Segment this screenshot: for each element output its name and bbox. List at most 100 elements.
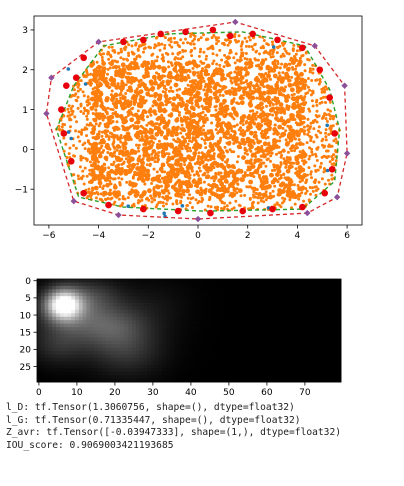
- sample-point: [215, 123, 221, 128]
- heatmap-cell: [181, 285, 186, 290]
- heatmap-cell: [200, 313, 205, 318]
- sample-point: [279, 54, 283, 58]
- sample-point: [281, 52, 285, 56]
- sample-point: [161, 152, 167, 158]
- sample-point: [237, 128, 241, 132]
- heatmap-cell: [120, 313, 125, 318]
- heatmap-cell: [276, 299, 281, 304]
- sample-point: [295, 142, 299, 146]
- heatmap-cell: [101, 316, 106, 321]
- heatmap-cell: [310, 323, 315, 328]
- sample-point: [319, 97, 323, 100]
- sample-point: [86, 95, 90, 99]
- sample-point: [106, 106, 110, 110]
- sample-point: [75, 120, 79, 124]
- sample-point: [115, 120, 119, 124]
- heatmap-cell: [223, 313, 228, 318]
- sample-point: [230, 169, 235, 175]
- heatmap-cell: [128, 282, 133, 287]
- heatmap-cell: [223, 330, 228, 335]
- sample-point: [205, 174, 211, 180]
- sample-point: [142, 172, 148, 178]
- heatmap-cell: [249, 320, 254, 325]
- heatmap-cell: [215, 289, 220, 294]
- sample-point: [241, 123, 245, 127]
- sample-point: [110, 163, 113, 166]
- heatmap-cell: [261, 285, 266, 290]
- heatmap-cell: [97, 330, 102, 335]
- heatmap-cell: [200, 333, 205, 338]
- sample-point: [315, 109, 319, 113]
- sample-point: [200, 196, 204, 200]
- heatmap-cell: [246, 299, 251, 304]
- sample-point: [230, 164, 236, 169]
- sample-point: [178, 140, 184, 146]
- heatmap-cell: [86, 313, 91, 318]
- sample-point: [226, 150, 230, 154]
- sample-point: [204, 146, 208, 150]
- heatmap-cell: [124, 309, 129, 314]
- sample-point: [277, 151, 281, 155]
- heatmap-cell: [59, 285, 64, 290]
- sample-point: [331, 124, 335, 128]
- heatmap-cell: [276, 285, 281, 290]
- heatmap-cell: [113, 327, 118, 331]
- heatmap-cell: [181, 299, 186, 304]
- heatmap-cell: [234, 282, 239, 287]
- heatmap-cell: [116, 340, 121, 345]
- heatmap-cell: [242, 289, 247, 294]
- sample-point: [156, 191, 162, 197]
- heatmap-cell: [280, 323, 285, 328]
- sample-point: [249, 144, 254, 150]
- heatmap-cell: [337, 320, 342, 325]
- heatmap-cell: [242, 279, 247, 283]
- sample-point: [68, 118, 72, 122]
- heatmap-cell: [215, 330, 220, 335]
- sample-point: [228, 112, 234, 117]
- heatmap-cell: [181, 316, 186, 321]
- sample-point: [285, 66, 291, 72]
- heatmap-cell: [75, 337, 80, 342]
- sample-point: [162, 108, 167, 114]
- heatmap-cell: [162, 340, 167, 345]
- heatmap-cell: [139, 303, 144, 307]
- sample-point: [151, 149, 157, 154]
- heatmap-cell: [151, 292, 156, 297]
- sample-point: [201, 67, 204, 71]
- heatmap-cell: [59, 282, 64, 287]
- heatmap-cell: [299, 309, 304, 314]
- heatmap-cell: [314, 337, 319, 342]
- heatmap-cell: [215, 306, 220, 311]
- heatmap-cell: [147, 333, 152, 338]
- heatmap-cell: [208, 330, 213, 335]
- heatmap-cell: [94, 289, 99, 294]
- sample-point: [158, 48, 162, 52]
- sample-point: [221, 85, 227, 90]
- heatmap-cell: [97, 316, 102, 321]
- heatmap-cell: [105, 303, 110, 307]
- heatmap-cell: [120, 292, 125, 297]
- sample-point: [78, 139, 82, 143]
- sample-point: [178, 87, 182, 91]
- sample-point: [87, 147, 91, 151]
- heatmap-cell: [333, 279, 338, 283]
- sample-point: [250, 202, 254, 206]
- heatmap-cell: [128, 303, 133, 307]
- sample-point: [95, 88, 101, 94]
- sample-point: [150, 61, 156, 67]
- sample-point: [197, 174, 201, 177]
- heatmap-cell: [295, 340, 300, 345]
- heatmap-cell: [204, 289, 209, 294]
- sample-point: [70, 112, 74, 116]
- sample-point: [269, 154, 273, 158]
- heatmap-cell: [249, 299, 254, 304]
- sample-point: [272, 163, 276, 167]
- sample-point: [259, 196, 263, 200]
- heatmap-cell: [128, 296, 133, 300]
- sample-point: [264, 57, 268, 61]
- heatmap-cell: [284, 330, 289, 335]
- heatmap-cell: [242, 299, 247, 304]
- heatmap-cell: [325, 303, 330, 307]
- heatmap-cell: [139, 333, 144, 338]
- sample-point: [304, 192, 308, 195]
